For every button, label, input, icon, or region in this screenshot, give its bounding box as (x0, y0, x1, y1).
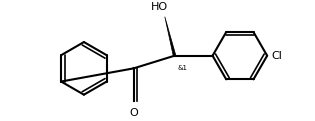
Text: Cl: Cl (271, 51, 282, 61)
Text: HO: HO (150, 2, 168, 12)
Polygon shape (165, 17, 176, 56)
Text: O: O (129, 108, 138, 118)
Text: &1: &1 (177, 65, 187, 71)
